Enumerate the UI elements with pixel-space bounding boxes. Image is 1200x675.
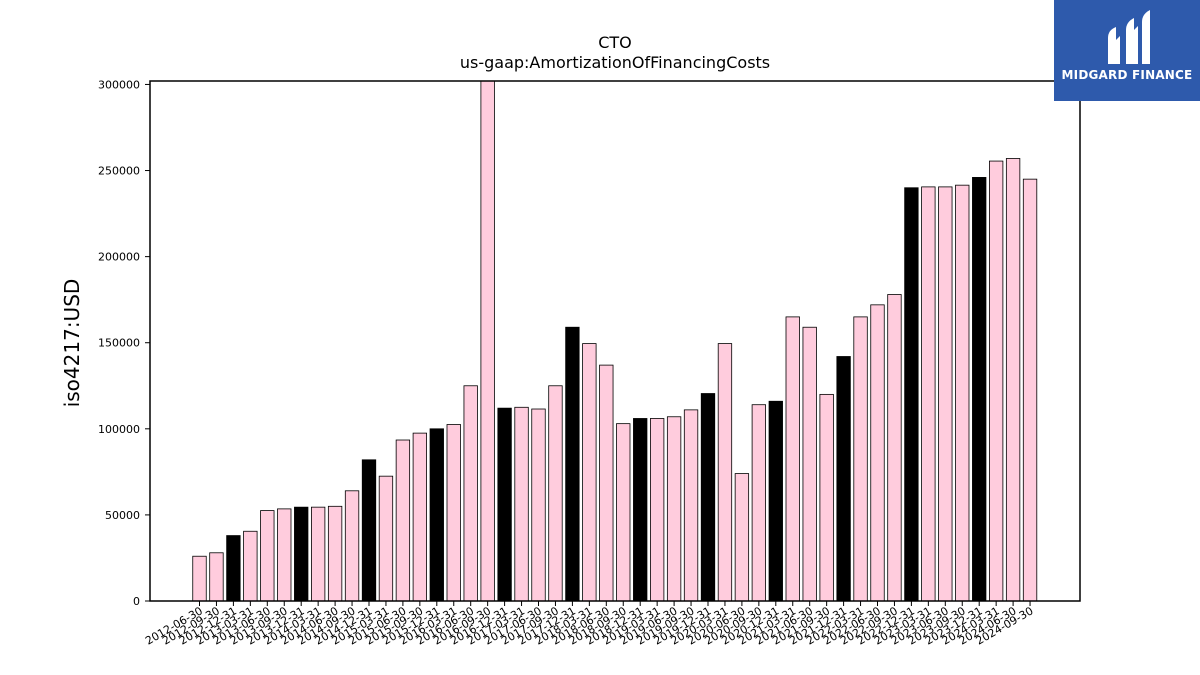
- y-tick-label: 250000: [98, 165, 140, 178]
- bar-2021-12-31: [836, 356, 851, 602]
- bar-2016-12-31: [497, 407, 512, 602]
- y-tick-label: 50000: [105, 509, 140, 522]
- bar-2023-12-31: [972, 177, 987, 602]
- bar-2021-03-31: [785, 316, 800, 602]
- y-tick-label: 200000: [98, 251, 140, 264]
- bar-2022-12-31: [904, 187, 919, 602]
- bar-2017-03-31: [514, 406, 529, 602]
- bar-2012-09-30: [209, 552, 224, 602]
- y-tick-label: 300000: [98, 78, 140, 91]
- bar-2015-09-30: [412, 432, 428, 602]
- bar-2018-09-30: [616, 423, 631, 602]
- bar-2019-09-30: [683, 409, 699, 602]
- bar-2012-06-30: [192, 555, 207, 602]
- bar-2023-03-31: [921, 186, 936, 602]
- bar-2012-12-31: [226, 535, 241, 602]
- bar-2020-06-30: [734, 473, 750, 602]
- logo-mark-icon: [1108, 10, 1150, 64]
- bar-2020-09-30: [751, 404, 766, 602]
- bar-2024-09-30: [1022, 178, 1038, 602]
- bar-2022-06-30: [870, 304, 885, 602]
- bar-2016-06-30: [463, 385, 478, 602]
- bar-2017-06-30: [531, 408, 546, 602]
- x-axis-ticks: 2012-06-302012-09-302012-12-312013-03-31…: [143, 601, 1036, 648]
- bar-2018-03-31: [582, 343, 597, 602]
- chart-title: CTO: [598, 33, 632, 52]
- y-tick-label: 0: [133, 595, 140, 608]
- y-axis-ticks: 0 50000 100000 150000 200000 250000 300000: [98, 78, 150, 608]
- bar-2019-06-30: [666, 416, 682, 602]
- bar-2013-06-30: [260, 510, 275, 602]
- bar-2016-09-30: [480, 80, 495, 602]
- bar-2013-03-31: [243, 530, 258, 602]
- bar-2023-09-30: [955, 184, 970, 602]
- midgard-finance-logo: MIDGARD FINANCE: [1054, 0, 1200, 101]
- bar-2017-09-30: [548, 385, 563, 602]
- bar-2015-03-31: [378, 475, 394, 602]
- bar-2014-03-31: [310, 506, 326, 602]
- bar-2022-03-31: [853, 316, 868, 602]
- y-axis-label: iso4217:USD: [60, 279, 84, 408]
- bar-2015-12-31: [429, 428, 444, 602]
- bar-2013-09-30: [277, 508, 292, 602]
- bar-2018-06-30: [599, 364, 614, 602]
- bar-2019-03-31: [650, 418, 665, 602]
- bar-2013-12-31: [294, 506, 309, 602]
- logo-text: MIDGARD FINANCE: [1061, 68, 1193, 82]
- plot-frame: [149, 80, 1081, 602]
- bar-2022-09-30: [887, 294, 902, 602]
- bar-2014-09-30: [344, 490, 360, 602]
- bar-2019-12-31: [700, 393, 716, 602]
- y-tick-label: 150000: [98, 337, 140, 350]
- bars-group: [192, 80, 1038, 602]
- bar-2024-06-30: [1005, 158, 1021, 602]
- bar-2023-06-30: [938, 186, 953, 602]
- bar-2014-12-31: [361, 459, 377, 602]
- bar-2016-03-31: [446, 424, 461, 602]
- bar-2021-06-30: [802, 326, 817, 602]
- y-tick-label: 100000: [98, 423, 140, 436]
- bar-2024-03-31: [989, 160, 1004, 602]
- bar-2020-12-31: [768, 400, 783, 602]
- bar-2021-09-30: [819, 393, 834, 602]
- chart-subtitle: us-gaap:AmortizationOfFinancingCosts: [460, 53, 770, 72]
- bar-2017-12-31: [565, 326, 580, 602]
- bar-2020-03-31: [717, 343, 733, 602]
- bar-2018-12-31: [633, 418, 648, 602]
- bar-2015-06-30: [395, 439, 411, 602]
- bar-2014-06-30: [327, 505, 343, 602]
